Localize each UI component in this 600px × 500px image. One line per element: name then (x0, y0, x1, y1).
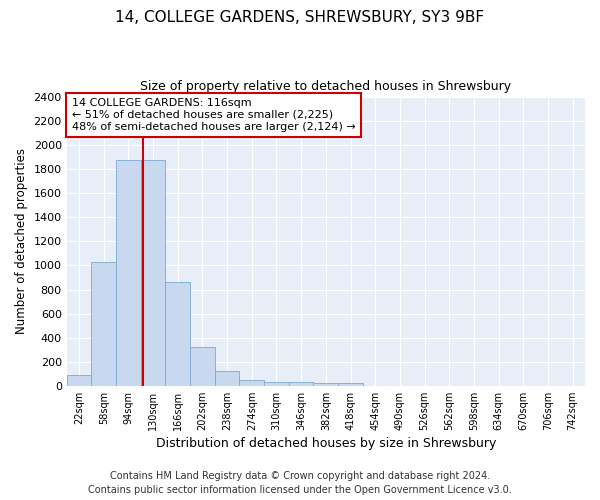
Text: 14 COLLEGE GARDENS: 116sqm
← 51% of detached houses are smaller (2,225)
48% of s: 14 COLLEGE GARDENS: 116sqm ← 51% of deta… (72, 98, 356, 132)
Bar (338, 384, 363, 386)
Bar (91, 262, 116, 386)
Bar (166, 282, 190, 386)
Bar (141, 160, 166, 386)
X-axis label: Distribution of detached houses by size in Shrewsbury: Distribution of detached houses by size … (155, 437, 496, 450)
Text: Contains HM Land Registry data © Crown copyright and database right 2024.
Contai: Contains HM Land Registry data © Crown c… (88, 471, 512, 495)
Bar (190, 348, 215, 386)
Text: 14, COLLEGE GARDENS, SHREWSBURY, SY3 9BF: 14, COLLEGE GARDENS, SHREWSBURY, SY3 9BF (115, 10, 485, 25)
Bar (67, 375, 91, 386)
Bar (313, 383, 338, 386)
Y-axis label: Number of detached properties: Number of detached properties (15, 148, 28, 334)
Title: Size of property relative to detached houses in Shrewsbury: Size of property relative to detached ho… (140, 80, 511, 93)
Bar (215, 372, 239, 386)
Bar (264, 382, 289, 386)
Bar (289, 382, 313, 386)
Bar (239, 380, 264, 386)
Bar (116, 160, 141, 386)
